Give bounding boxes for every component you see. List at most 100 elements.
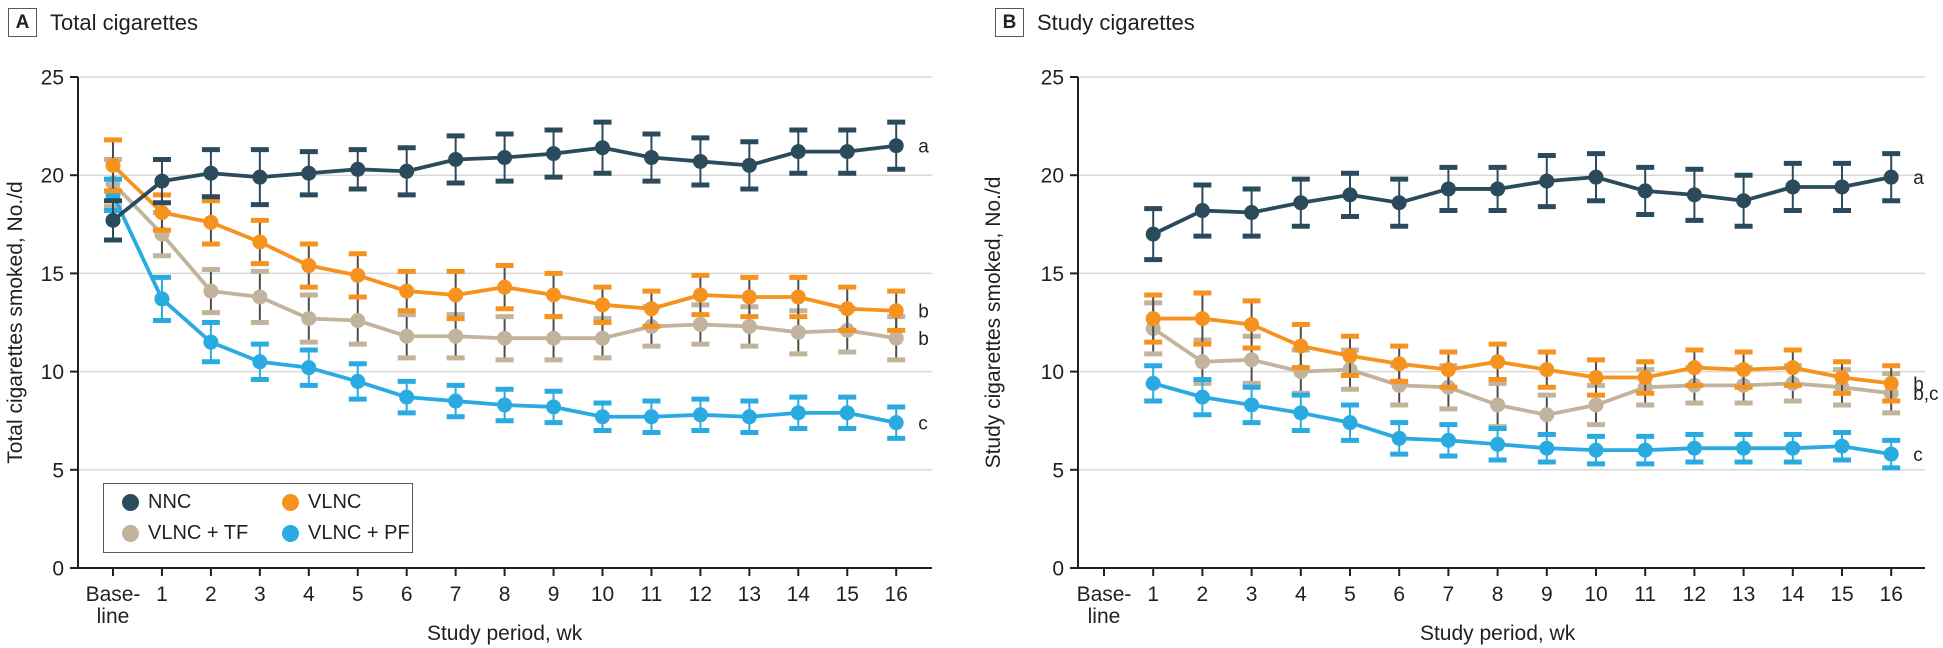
data-point xyxy=(1588,397,1604,413)
data-point xyxy=(595,409,610,425)
data-point xyxy=(1391,195,1407,211)
data-point xyxy=(301,360,317,376)
x-tick-label: 12 xyxy=(689,583,712,606)
x-tick-label: 2 xyxy=(1197,583,1209,606)
x-tick-label: 7 xyxy=(450,583,462,606)
data-point xyxy=(154,205,170,221)
data-point xyxy=(497,397,513,413)
data-point xyxy=(301,311,317,327)
data-point xyxy=(350,267,366,283)
x-tick-label: 13 xyxy=(738,583,761,606)
data-point xyxy=(1440,181,1456,197)
data-point xyxy=(350,161,366,177)
x-tick-label: 6 xyxy=(1393,583,1405,606)
data-point xyxy=(1834,438,1850,454)
x-axis-title: Study period, wk xyxy=(1420,622,1576,645)
y-tick-label: 20 xyxy=(41,165,64,188)
series-line xyxy=(1153,316,1892,386)
x-tick-label: 13 xyxy=(1732,583,1755,606)
panel-b-title: Study cigarettes xyxy=(1037,9,1195,35)
panel-b-header: B Study cigarettes xyxy=(995,8,1195,37)
y-tick-label: 25 xyxy=(1041,67,1064,90)
data-point xyxy=(643,409,659,425)
panel-a-letter-box: A xyxy=(8,8,37,37)
data-point xyxy=(1785,179,1801,195)
data-point xyxy=(252,169,268,185)
x-tick-label: 14 xyxy=(787,583,811,606)
data-point xyxy=(595,330,610,346)
legend-item-vlnc: VLNC xyxy=(282,491,412,514)
data-point xyxy=(1244,316,1260,332)
data-point xyxy=(1145,226,1161,242)
y-tick-label: 20 xyxy=(1041,165,1064,188)
data-point xyxy=(1736,362,1752,378)
legend: NNC VLNC VLNC + TF VLNC + PF xyxy=(103,483,413,553)
data-point xyxy=(105,157,121,173)
data-point xyxy=(595,297,610,313)
x-tick-label: 15 xyxy=(836,583,859,606)
data-point xyxy=(790,324,806,340)
data-point xyxy=(741,409,757,425)
panel-b-letter: B xyxy=(1002,11,1017,33)
x-tick-label: 11 xyxy=(1634,583,1656,606)
x-tick-label: 9 xyxy=(1541,583,1553,606)
data-point xyxy=(350,313,366,329)
data-point xyxy=(1686,440,1702,456)
data-point xyxy=(1490,181,1506,197)
series-line xyxy=(1152,381,1892,456)
data-point xyxy=(497,150,513,166)
data-point xyxy=(741,289,757,305)
x-tick-label: 8 xyxy=(499,583,511,606)
y-axis-title: Total cigarettes smoked, No./d xyxy=(4,181,27,463)
x-tick-label: 3 xyxy=(1246,583,1258,606)
significance-letter: a xyxy=(1913,168,1924,189)
y-tick-label: 15 xyxy=(41,263,64,286)
data-point xyxy=(1194,354,1210,370)
nnc-marker-icon xyxy=(122,494,139,512)
data-point xyxy=(643,150,659,166)
legend-label-vlnc: VLNC xyxy=(308,491,362,514)
panel-b-letter-box: B xyxy=(995,8,1024,37)
data-point xyxy=(448,328,464,344)
series-nnc: a xyxy=(1144,151,1924,263)
data-point xyxy=(1194,203,1210,219)
x-tick-label: 15 xyxy=(1830,583,1853,606)
data-point xyxy=(448,287,464,303)
data-point xyxy=(1440,362,1456,378)
data-point xyxy=(105,212,121,228)
y-tick-label: 10 xyxy=(41,361,64,384)
data-point xyxy=(1883,169,1899,185)
data-point xyxy=(1194,311,1210,327)
x-tick-label: 4 xyxy=(303,583,315,606)
x-tick-label: 10 xyxy=(1584,583,1607,606)
x-tick-label: 8 xyxy=(1492,583,1504,606)
y-tick-label: 0 xyxy=(1052,558,1064,581)
data-point xyxy=(448,393,464,409)
data-point xyxy=(692,316,708,332)
x-tick-label: 12 xyxy=(1683,583,1706,606)
significance-letter: b xyxy=(918,302,929,323)
data-point xyxy=(1834,369,1850,385)
x-tick-label: 6 xyxy=(401,583,413,606)
data-point xyxy=(301,165,317,181)
data-point xyxy=(546,399,562,415)
data-point xyxy=(1883,446,1899,462)
series-nnc: a xyxy=(104,119,929,243)
data-point xyxy=(1244,352,1260,368)
y-tick-label: 10 xyxy=(1041,361,1064,384)
data-point xyxy=(643,301,659,317)
data-point xyxy=(252,289,268,305)
legend-label-vlnc-pf: VLNC + PF xyxy=(308,521,410,544)
data-point xyxy=(1244,205,1260,221)
vlnc-tf-marker-icon xyxy=(122,524,139,542)
data-point xyxy=(399,283,415,299)
data-point xyxy=(399,389,415,405)
data-point xyxy=(790,289,806,305)
x-tick-label: 11 xyxy=(641,583,663,606)
data-point xyxy=(1293,338,1309,354)
legend-item-vlnc-pf: VLNC + PF xyxy=(282,522,412,545)
y-tick-label: 0 xyxy=(52,558,64,581)
